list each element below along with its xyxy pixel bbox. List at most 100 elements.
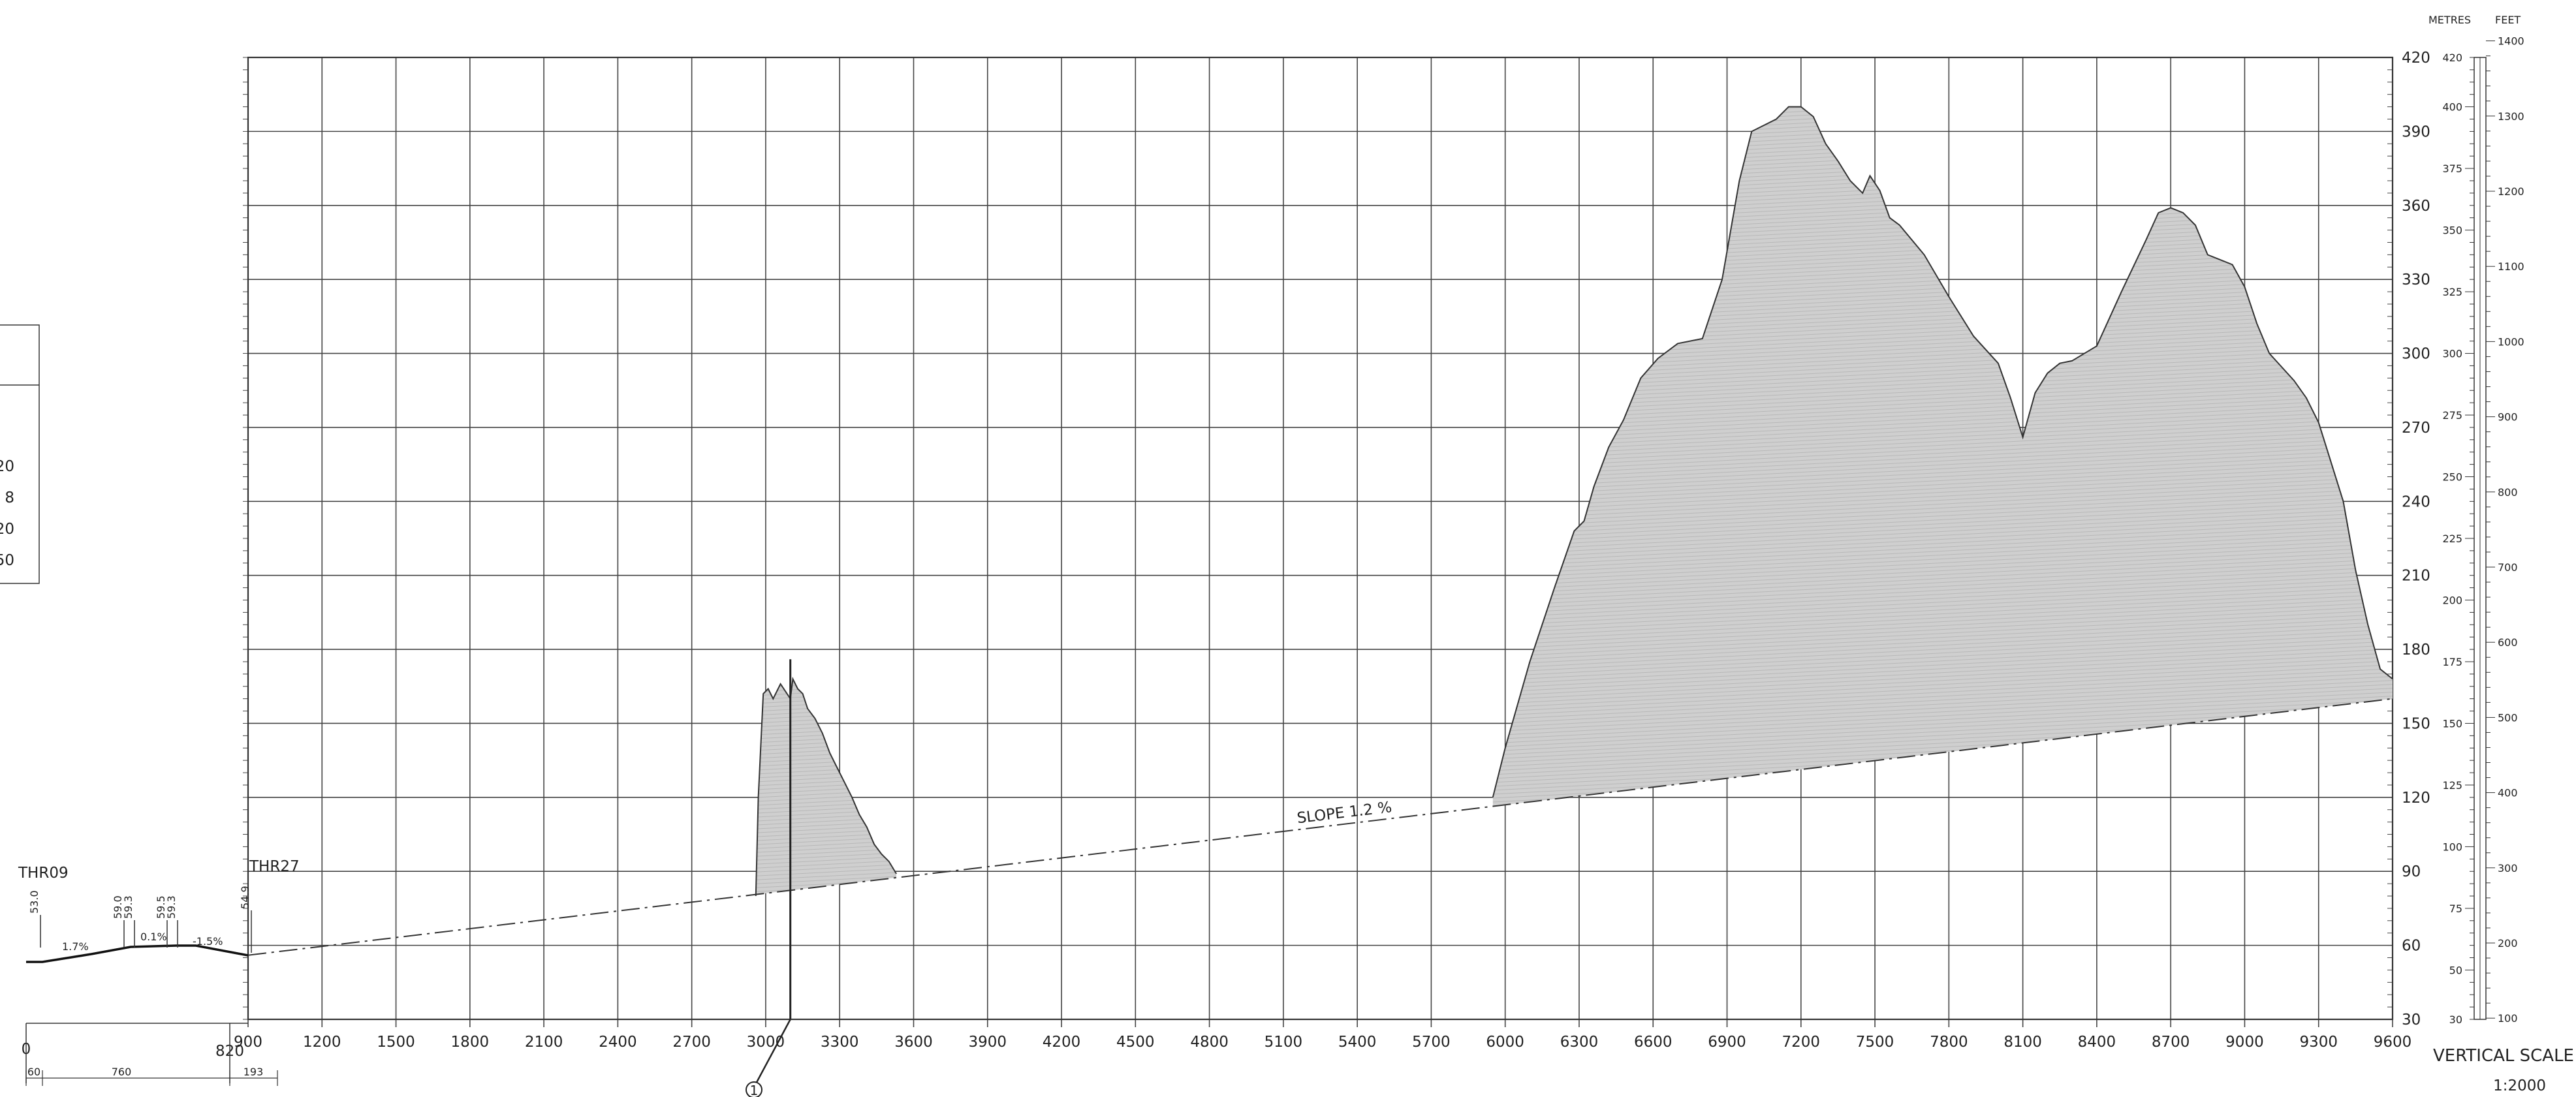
metres-tick-label: 225 bbox=[2442, 533, 2462, 545]
metres-tick-label: 100 bbox=[2442, 841, 2462, 853]
feet-tick-label: 700 bbox=[2498, 561, 2518, 574]
obstacle-marker-leader bbox=[753, 1019, 791, 1088]
metres-tick-label: 400 bbox=[2442, 101, 2462, 114]
table-cell: 50 bbox=[0, 552, 14, 569]
metres-tick-label: 250 bbox=[2442, 471, 2462, 484]
x-tick-label: 4800 bbox=[1190, 1034, 1229, 1051]
y-tick-label: 360 bbox=[2402, 198, 2430, 215]
metres-tick-label: 30 bbox=[2449, 1013, 2462, 1026]
runway-profile bbox=[25, 910, 278, 1086]
x-tick-label: 900 bbox=[234, 1034, 262, 1051]
segment-length-label: 760 bbox=[112, 1066, 132, 1078]
obstacle-2-fill bbox=[1492, 106, 2393, 807]
metres-heading: METRES bbox=[2428, 14, 2471, 26]
metres-tick-label: 150 bbox=[2442, 717, 2462, 730]
table-cell: 8 bbox=[5, 489, 14, 506]
x-tick-label: 6300 bbox=[1560, 1034, 1599, 1051]
y-tick-label: 150 bbox=[2402, 715, 2430, 732]
y-tick-label: 240 bbox=[2402, 493, 2430, 510]
y-tick-label: 270 bbox=[2402, 420, 2430, 437]
x-tick-label: 2100 bbox=[525, 1034, 563, 1051]
obstacle-1-outline bbox=[755, 676, 897, 897]
slope-line bbox=[247, 698, 2393, 956]
x-tick-label: 6000 bbox=[1486, 1034, 1524, 1051]
threshold-09-label: THR09 bbox=[18, 865, 69, 882]
table-frame bbox=[0, 324, 40, 584]
x-tick-label: 5700 bbox=[1412, 1034, 1451, 1051]
feet-tick-label: 900 bbox=[2498, 411, 2518, 424]
y-tick-label: 330 bbox=[2402, 271, 2430, 288]
elevation-mark-label: 53.0 bbox=[28, 890, 40, 914]
feet-heading: FEET bbox=[2495, 14, 2521, 26]
vertical-scale-bar bbox=[2465, 40, 2495, 1020]
x-tick-label: 6900 bbox=[1708, 1034, 1746, 1051]
metres-tick-label: 420 bbox=[2442, 52, 2462, 64]
chart-labels: 900 1200 1500 1800 2100 2400 2700 3000 3300 3600 3… bbox=[0, 14, 2574, 1097]
metres-tick-label: 125 bbox=[2442, 779, 2462, 792]
feet-tick-label: 400 bbox=[2498, 787, 2518, 799]
x-tick-label: 6600 bbox=[1634, 1034, 1673, 1051]
x-tick-label: 3900 bbox=[968, 1034, 1007, 1051]
y-tick-label: 180 bbox=[2402, 641, 2430, 658]
feet-tick-label: 800 bbox=[2498, 486, 2518, 499]
x-tick-label: 4200 bbox=[1043, 1034, 1081, 1051]
y-tick-label: 300 bbox=[2402, 346, 2430, 363]
metres-tick-label: 200 bbox=[2442, 594, 2462, 606]
elevation-mark-label: 59.3 bbox=[165, 895, 178, 919]
feet-tick-label: 600 bbox=[2498, 636, 2518, 649]
threshold-27-label: THR27 bbox=[249, 858, 300, 875]
x-tick-label: 8700 bbox=[2152, 1034, 2190, 1051]
metres-tick-label: 75 bbox=[2449, 903, 2462, 915]
elevation-mark-label: 54.9 bbox=[239, 886, 251, 909]
table-cell: 20 bbox=[0, 458, 14, 475]
feet-tick-label: 1300 bbox=[2498, 110, 2524, 123]
x-tick-label: 7500 bbox=[1856, 1034, 1894, 1051]
metres-tick-label: 275 bbox=[2442, 409, 2462, 422]
x-tick-label: 8100 bbox=[2003, 1034, 2042, 1051]
feet-tick-label: 1000 bbox=[2498, 335, 2524, 348]
feet-tick-label: 500 bbox=[2498, 711, 2518, 724]
y-tick-label: 30 bbox=[2402, 1012, 2421, 1028]
x-tick-label: 3600 bbox=[894, 1034, 933, 1051]
x-tick-label: 8400 bbox=[2078, 1034, 2116, 1051]
x-tick-label: 9600 bbox=[2374, 1034, 2412, 1051]
x-tick-label: 3300 bbox=[821, 1034, 859, 1051]
x-tick-label: 2400 bbox=[599, 1034, 637, 1051]
y-tick-label: 60 bbox=[2402, 938, 2421, 955]
x-tick-label: 7200 bbox=[1782, 1034, 1821, 1051]
x-tick-label: 7800 bbox=[1930, 1034, 1968, 1051]
vertical-scale-ratio: 1:2000 bbox=[2493, 1077, 2546, 1094]
grade-label: -1.5% bbox=[193, 935, 223, 948]
metres-tick-label: 375 bbox=[2442, 162, 2462, 175]
y-tick-label: 390 bbox=[2402, 123, 2430, 140]
reference-lines bbox=[247, 659, 2393, 1097]
grade-label: 0.1% bbox=[140, 931, 167, 943]
feet-tick-label: 1200 bbox=[2498, 185, 2524, 198]
x-tick-label: 9000 bbox=[2225, 1034, 2264, 1051]
x-tick-label: 1800 bbox=[451, 1034, 490, 1051]
metres-tick-label: 300 bbox=[2442, 348, 2462, 360]
table-cell: 20 bbox=[0, 521, 14, 538]
feet-tick-label: 1100 bbox=[2498, 260, 2524, 273]
y-tick-label: 420 bbox=[2402, 50, 2430, 67]
x-tick-label: 9300 bbox=[2299, 1034, 2338, 1051]
feet-tick-label: 300 bbox=[2498, 862, 2518, 874]
x-tick-label: 2700 bbox=[672, 1034, 711, 1051]
marker-number: 1 bbox=[750, 1083, 759, 1097]
x-tick-label: 1200 bbox=[303, 1034, 341, 1051]
obstacle-1-fill bbox=[755, 679, 897, 896]
feet-tick-label: 1400 bbox=[2498, 35, 2524, 48]
table-cell: 7 bbox=[0, 410, 1, 430]
marker-circle bbox=[746, 1081, 762, 1097]
obstacle-2-outline bbox=[1492, 106, 2393, 798]
feet-tick-label: 200 bbox=[2498, 937, 2518, 950]
metres-tick-label: 325 bbox=[2442, 286, 2462, 298]
elevation-mark-label: 59.5 bbox=[155, 895, 167, 919]
x-tick-label: 5100 bbox=[1264, 1034, 1303, 1051]
segment-length-label: 60 bbox=[27, 1066, 40, 1078]
runway-surface-line bbox=[26, 944, 249, 963]
metres-tick-label: 50 bbox=[2449, 964, 2462, 976]
vertical-scale-title: VERTICAL SCALE bbox=[2433, 1046, 2574, 1066]
slope-label: SLOPE 1.2 % bbox=[1296, 799, 1392, 827]
plot-frame bbox=[247, 56, 2394, 1021]
